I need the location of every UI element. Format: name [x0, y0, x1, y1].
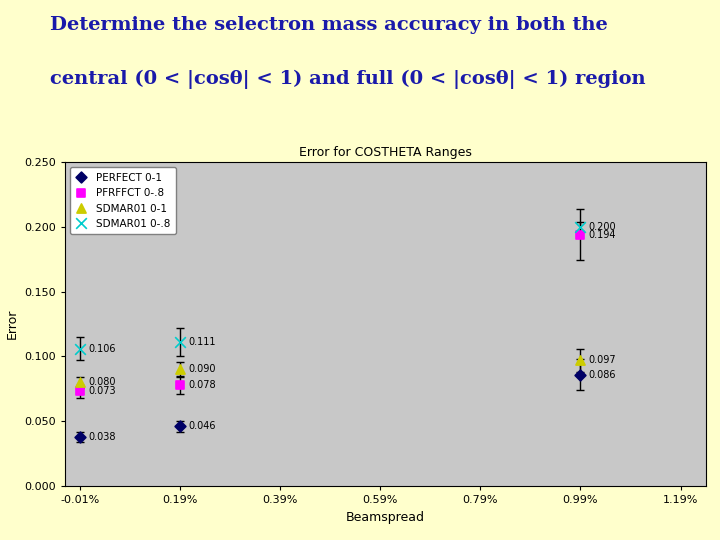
- Text: 0.090: 0.090: [188, 364, 216, 374]
- Text: 0.111: 0.111: [188, 337, 216, 347]
- X-axis label: Beamspread: Beamspread: [346, 511, 425, 524]
- Y-axis label: Error: Error: [6, 309, 19, 339]
- Title: Error for COSTHETA Ranges: Error for COSTHETA Ranges: [299, 146, 472, 159]
- Text: 0.200: 0.200: [589, 222, 616, 232]
- SDMAR01 0-1: [575, 356, 586, 364]
- SDMAR01 0-1: [74, 378, 86, 387]
- PERFECT 0-1: [575, 370, 586, 379]
- Text: 0.080: 0.080: [88, 377, 116, 387]
- Text: 0.194: 0.194: [589, 230, 616, 240]
- Text: 0.097: 0.097: [589, 355, 616, 365]
- SDMAR01 0-.8: [174, 338, 186, 347]
- PERFECT 0-1: [74, 433, 86, 441]
- PFRFFCT 0-.8: [74, 387, 86, 396]
- Text: 0.106: 0.106: [88, 343, 116, 354]
- Text: 0.086: 0.086: [589, 369, 616, 380]
- Text: central (0 < |cosθ| < 1) and full (0 < |cosθ| < 1) region: central (0 < |cosθ| < 1) and full (0 < |…: [50, 70, 646, 90]
- PERFECT 0-1: [174, 422, 186, 431]
- Text: 0.073: 0.073: [88, 387, 116, 396]
- SDMAR01 0-1: [174, 365, 186, 374]
- SDMAR01 0-.8: [575, 222, 586, 231]
- Text: 0.078: 0.078: [188, 380, 216, 390]
- Text: Determine the selectron mass accuracy in both the: Determine the selectron mass accuracy in…: [50, 16, 608, 34]
- PFRFFCT 0-.8: [174, 381, 186, 389]
- Text: 0.046: 0.046: [188, 421, 216, 431]
- Text: 0.038: 0.038: [88, 432, 116, 442]
- Legend: PERFECT 0-1, PFRFFCT 0-.8, SDMAR01 0-1, SDMAR01 0-.8: PERFECT 0-1, PFRFFCT 0-.8, SDMAR01 0-1, …: [70, 167, 176, 234]
- SDMAR01 0-.8: [74, 345, 86, 353]
- PFRFFCT 0-.8: [575, 230, 586, 239]
